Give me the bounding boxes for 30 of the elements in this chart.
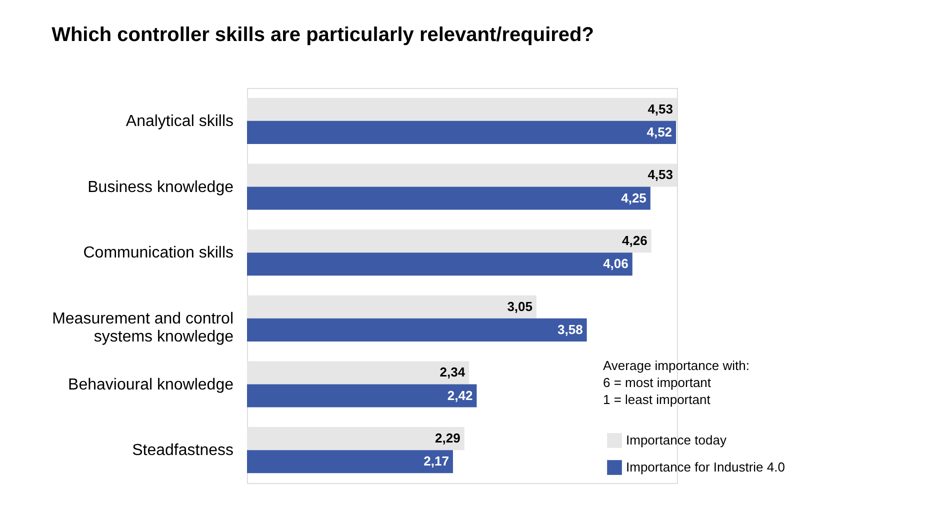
y-tick-label: Communication skills: [83, 244, 234, 262]
y-tick-label: Measurement and control systems knowledge: [52, 310, 234, 346]
y-tick-label: Steadfastness: [132, 442, 234, 460]
data-label: 4,53: [648, 101, 673, 116]
y-tick-label: Analytical skills: [126, 112, 234, 130]
data-label: 3,58: [558, 322, 583, 337]
bar: [247, 384, 477, 408]
data-label: 4,25: [621, 190, 646, 206]
data-label: 2,42: [447, 388, 473, 403]
y-tick-label: Behavioural knowledge: [68, 376, 234, 394]
bar: [247, 450, 453, 474]
bar: [247, 318, 587, 342]
bar: [247, 252, 632, 276]
y-tick-label: Business knowledge: [88, 178, 234, 196]
data-label: 4,52: [646, 124, 672, 140]
data-label: 4,06: [603, 256, 628, 272]
data-label: 2,17: [424, 454, 449, 469]
annotation: 1 = least important: [603, 392, 711, 407]
data-label: 3,05: [507, 298, 533, 314]
legend-label: Importance for Industrie 4.0: [626, 460, 785, 474]
data-label: 2,34: [440, 364, 466, 380]
annotation: 6 = most important: [603, 375, 712, 390]
bar: [247, 120, 676, 144]
bar: [247, 186, 650, 210]
data-label: 2,29: [435, 430, 460, 446]
annotation: Average importance with:: [603, 358, 750, 373]
data-label: 4,53: [648, 167, 673, 182]
legend-label: Importance today: [626, 432, 727, 448]
data-label: 4,26: [622, 233, 648, 248]
chart-title: Which controller skills are particularly relevant/required?: [52, 24, 594, 46]
